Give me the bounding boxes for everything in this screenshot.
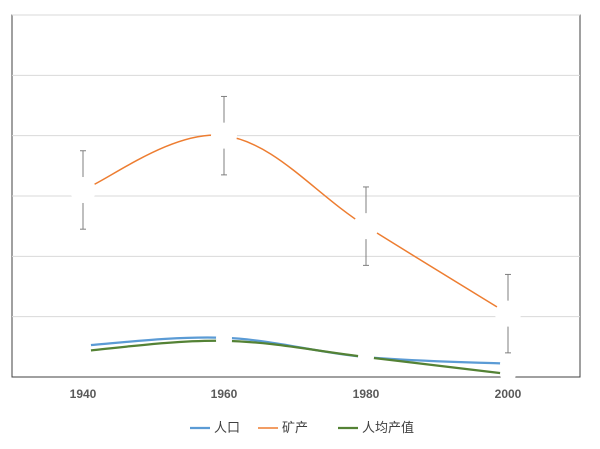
data-point-per-capita-output-1960 [216, 332, 232, 349]
x-tick-labels: 1940 1960 1980 2000 [70, 387, 522, 401]
x-tick-label-1940: 1940 [70, 387, 97, 401]
series-lines [70, 122, 521, 382]
data-point-minerals-1960 [211, 122, 237, 149]
series-line-per-capita-output [81, 339, 510, 376]
data-point-per-capita-output-1980 [358, 349, 374, 366]
legend-item-per-capita-output[interactable]: 人均产值 [338, 420, 414, 436]
data-point-minerals-2000 [495, 300, 521, 327]
x-tick-label-1960: 1960 [211, 387, 238, 401]
legend-item-population[interactable]: 人口 [190, 421, 240, 436]
legend-label: 人口 [214, 421, 240, 436]
legend: 人口 矿产 人均产值 [190, 420, 414, 436]
legend-label: 人均产值 [362, 420, 414, 436]
x-tick-label-2000: 2000 [495, 387, 522, 401]
gridlines [12, 14, 580, 318]
legend-label: 矿产 [282, 421, 308, 436]
data-point-minerals-1940 [70, 176, 96, 203]
series-line-minerals [82, 134, 509, 315]
legend-item-minerals[interactable]: 矿产 [258, 421, 308, 436]
x-tick-label-1980: 1980 [353, 387, 380, 401]
data-point-per-capita-output-1940 [75, 343, 91, 360]
data-point-minerals-1980 [353, 213, 379, 240]
data-point-per-capita-output-2000 [500, 365, 516, 382]
